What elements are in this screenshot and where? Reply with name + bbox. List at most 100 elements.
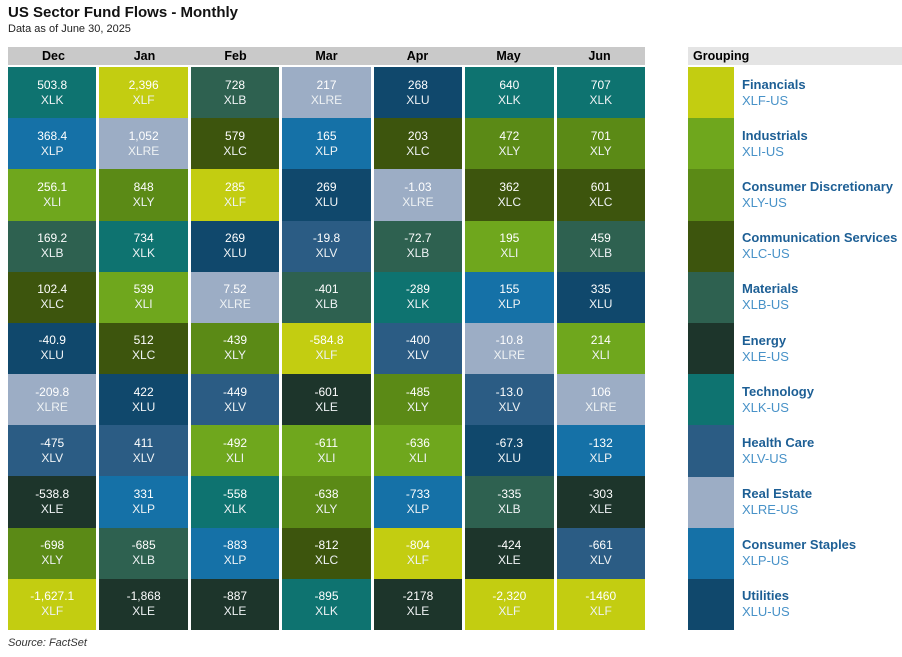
cell-value: 368.4 xyxy=(37,128,68,143)
cell-ticker: XLRE xyxy=(219,297,251,312)
cell-ticker: XLI xyxy=(317,450,336,465)
flow-cell-may-xlb: -335 XLB xyxy=(465,476,554,528)
cell-value: 285 xyxy=(225,179,246,194)
cell-ticker: XLV xyxy=(315,246,338,261)
legend-item-xli-us: Industrials XLI-US xyxy=(688,118,902,170)
cell-ticker: XLV xyxy=(498,399,521,414)
legend-swatch xyxy=(688,578,734,631)
cell-ticker: XLE xyxy=(132,604,155,619)
cell-value: -40.9 xyxy=(38,333,66,348)
cell-ticker: XLU xyxy=(40,348,64,363)
cell-value: 734 xyxy=(133,231,154,246)
cell-ticker: XLU xyxy=(497,450,522,465)
legend-label: Materials XLB-US xyxy=(734,272,798,323)
legend-sector-ticker: XLY-US xyxy=(742,194,787,210)
cell-value: 256.1 xyxy=(37,179,68,194)
legend-sector-ticker: XLV-US xyxy=(742,450,788,466)
cell-ticker: XLV xyxy=(407,348,429,363)
legend-label: Technology XLK-US xyxy=(734,374,814,425)
flow-cell-mar-xlb: -401 XLB xyxy=(282,271,371,323)
cell-ticker: XLU xyxy=(314,194,339,209)
flow-cell-mar-xlf: -584.8 XLF xyxy=(282,322,371,375)
cell-value: 203 xyxy=(407,128,428,143)
flow-cell-dec-xlb: 169.2 XLB xyxy=(8,220,97,272)
cell-value: -883 xyxy=(223,538,248,553)
cell-value: 102.4 xyxy=(37,282,68,297)
cell-ticker: XLV xyxy=(41,450,64,465)
flow-cell-dec-xlc: 102.4 XLC xyxy=(8,271,97,323)
source-note: Source: FactSet xyxy=(8,637,87,649)
cell-ticker: XLP xyxy=(223,553,247,568)
cell-ticker: XLU xyxy=(131,399,156,414)
cell-value: 640 xyxy=(499,77,520,92)
cell-ticker: XLB xyxy=(223,92,247,107)
flow-cell-feb-xlc: 579 XLC xyxy=(190,118,280,170)
flow-cell-mar-xlu: 269 XLU xyxy=(282,169,371,221)
cell-value: 331 xyxy=(133,487,154,502)
cell-ticker: XLY xyxy=(498,143,521,158)
flow-cell-mar-xli: -611 XLI xyxy=(282,425,371,477)
cell-ticker: XLE xyxy=(315,399,338,414)
flow-cell-mar-xlre: 217 XLRE xyxy=(282,67,371,119)
cell-value: 217 xyxy=(316,77,337,92)
cell-ticker: XLF xyxy=(224,194,247,209)
legend-item-xle-us: Energy XLE-US xyxy=(688,322,902,375)
legend-item-xlb-us: Materials XLB-US xyxy=(688,271,902,323)
chart-title: US Sector Fund Flows - Monthly xyxy=(8,4,238,21)
cell-value: -812 xyxy=(314,538,339,553)
cell-value: 579 xyxy=(225,128,246,143)
cell-ticker: XLI xyxy=(500,246,519,261)
legend-label: Financials XLF-US xyxy=(734,67,806,118)
cell-ticker: XLK xyxy=(406,297,430,312)
legend-item-xlc-us: Communication Services XLC-US xyxy=(688,220,902,272)
cell-value: 539 xyxy=(133,282,154,297)
cell-ticker: XLC xyxy=(406,143,430,158)
flow-cell-apr-xle: -2178 XLE xyxy=(373,578,463,630)
legend-sector-name: Health Care xyxy=(742,434,815,450)
cell-value: 268 xyxy=(407,77,428,92)
cell-ticker: XLK xyxy=(498,92,521,107)
legend-swatch xyxy=(688,169,734,221)
cell-ticker: XLI xyxy=(591,348,610,363)
legend-label: Real Estate XLRE-US xyxy=(734,477,812,528)
cell-ticker: XLF xyxy=(589,604,612,619)
cell-value: -209.8 xyxy=(35,384,70,399)
legend-sector-name: Energy xyxy=(742,332,787,348)
flow-cell-dec-xlk: 503.8 XLK xyxy=(8,67,97,119)
cell-ticker: XLC xyxy=(131,348,156,363)
legend-sector-name: Utilities xyxy=(742,588,789,604)
flow-cell-apr-xlk: -289 XLK xyxy=(373,271,463,323)
cell-value: 601 xyxy=(590,179,611,194)
cell-ticker: XLU xyxy=(589,297,613,312)
cell-ticker: XLY xyxy=(407,399,429,414)
legend-sector-name: Financials xyxy=(742,76,806,92)
flow-cell-dec-xly: -698 XLY xyxy=(8,527,97,579)
flow-cell-jun-xlk: 707 XLK xyxy=(556,67,645,119)
legend-label: Consumer Discretionary XLY-US xyxy=(734,169,893,220)
flow-cell-mar-xlc: -812 XLC xyxy=(282,527,371,579)
cell-ticker: XLP xyxy=(589,450,613,465)
legend-sector-ticker: XLK-US xyxy=(742,399,789,415)
cell-value: -449 xyxy=(223,384,248,399)
flows-grid: 503.8 XLK 2,396 XLF 728 XLB 217 XLRE 268 XLU 640 XL… xyxy=(8,67,645,630)
legend-swatch xyxy=(688,118,734,170)
cell-ticker: XLF xyxy=(132,92,155,107)
cell-value: -132 xyxy=(588,435,613,450)
column-header-jun: Jun xyxy=(588,49,611,63)
cell-ticker: XLV xyxy=(589,553,612,568)
cell-value: 503.8 xyxy=(37,77,68,92)
flow-cell-dec-xlp: 368.4 XLP xyxy=(8,118,97,170)
cell-ticker: XLF xyxy=(315,348,338,363)
cell-value: -485 xyxy=(405,384,430,399)
flow-cell-jun-xlc: 601 XLC xyxy=(556,169,645,221)
cell-value: 459 xyxy=(590,231,611,246)
legend-sector-name: Technology xyxy=(742,383,814,399)
cell-value: -1,627.1 xyxy=(30,589,75,604)
flow-cell-apr-xlre: -1.03 XLRE xyxy=(373,169,463,221)
legend-label: Health Care XLV-US xyxy=(734,425,814,476)
flow-cell-jan-xlp: 331 XLP xyxy=(99,476,188,528)
cell-ticker: XLRE xyxy=(493,348,526,363)
column-header-jan: Jan xyxy=(133,49,156,63)
chart-subtitle: Data as of June 30, 2025 xyxy=(8,23,131,35)
flow-cell-may-xly: 472 XLY xyxy=(465,118,554,170)
